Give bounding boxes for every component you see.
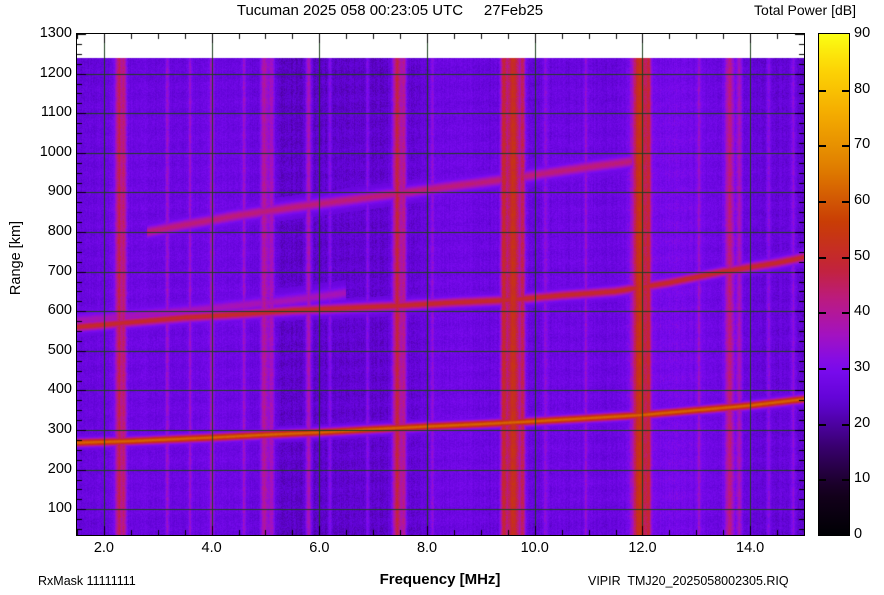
file-id-label: VIPIR TMJ20_2025058002305.RIQ xyxy=(588,574,789,588)
rxmask-label: RxMask 11111111 xyxy=(38,574,136,588)
x-tick-label: 14.0 xyxy=(736,540,765,556)
ionogram-plot-area[interactable] xyxy=(76,33,805,536)
colorbar[interactable] xyxy=(818,33,850,536)
colorbar-tick xyxy=(819,479,826,481)
colorbar-tick xyxy=(842,424,849,426)
y-tick-label: 400 xyxy=(47,381,72,398)
y-tick-label: 100 xyxy=(47,500,72,517)
x-tick-label: 2.0 xyxy=(93,540,114,556)
y-tick-label: 1300 xyxy=(39,25,72,41)
colorbar-tick-label: 30 xyxy=(854,359,871,375)
colorbar-tick-label: 80 xyxy=(854,80,871,97)
page-title: Tucuman 2025 058 00:23:05 UTC 27Feb25 xyxy=(236,2,544,19)
y-tick-label: 500 xyxy=(47,341,72,358)
y-axis-title: Range [km] xyxy=(8,220,24,296)
colorbar-tick xyxy=(819,145,826,147)
colorbar-tick xyxy=(842,201,849,203)
colorbar-tick-label: 10 xyxy=(854,470,871,487)
y-tick-label: 700 xyxy=(47,262,72,279)
y-tick-label: 300 xyxy=(47,421,72,438)
x-axis-title: Frequency [MHz] xyxy=(379,571,501,588)
colorbar-tick xyxy=(819,368,826,370)
y-tick-label: 900 xyxy=(47,183,72,200)
colorbar-tick xyxy=(819,312,826,314)
y-tick-label: 600 xyxy=(47,302,72,319)
colorbar-tick xyxy=(842,368,849,370)
x-tick-label: 8.0 xyxy=(416,540,438,556)
y-tick-label: 1000 xyxy=(39,143,72,160)
colorbar-tick-label: 70 xyxy=(854,136,871,153)
colorbar-tick xyxy=(819,424,826,426)
y-tick-label: 1100 xyxy=(40,104,72,121)
x-tick-label: 12.0 xyxy=(628,540,657,556)
colorbar-tick-label: 20 xyxy=(854,414,871,431)
colorbar-tick xyxy=(842,479,849,481)
colorbar-tick xyxy=(842,257,849,259)
colorbar-tick xyxy=(819,201,826,203)
x-tick-label: 10.0 xyxy=(520,540,549,556)
colorbar-tick xyxy=(819,257,826,259)
colorbar-tick-label: 50 xyxy=(854,247,871,264)
x-tick-label: 4.0 xyxy=(201,540,222,556)
colorbar-tick xyxy=(842,90,849,92)
colorbar-tick xyxy=(842,145,849,147)
colorbar-tick-label: 40 xyxy=(854,303,871,320)
y-axis: Range [km] 100 200 300 400 500 600 700 800 900 10… xyxy=(0,0,72,595)
colorbar-gradient xyxy=(819,34,849,535)
spectrogram-canvas xyxy=(77,34,804,535)
colorbar-tick-label: 0 xyxy=(854,526,863,542)
colorbar-tick-label: 90 xyxy=(854,25,871,41)
colorbar-tick-label: 60 xyxy=(854,192,871,208)
colorbar-tick xyxy=(819,90,826,92)
y-tick-label: 200 xyxy=(47,460,72,477)
x-tick-label: 6.0 xyxy=(309,540,330,556)
y-tick-label: 800 xyxy=(47,223,72,240)
colorbar-tick xyxy=(842,312,849,314)
y-tick-label: 1200 xyxy=(39,64,72,81)
colorbar-title: Total Power [dB] xyxy=(754,2,856,18)
